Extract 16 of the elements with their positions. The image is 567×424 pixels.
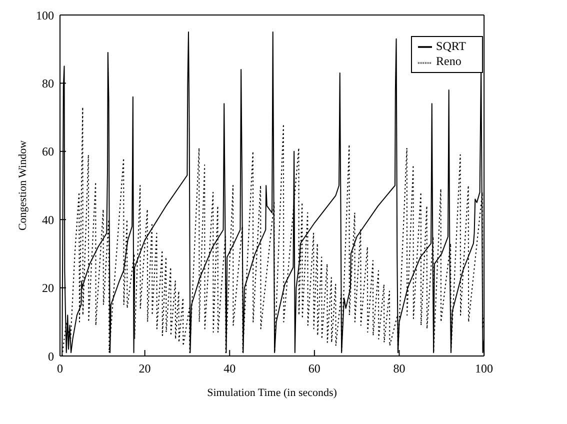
y-tick-label: 100 xyxy=(36,8,54,22)
x-axis-title: Simulation Time (in seconds) xyxy=(207,387,338,399)
legend-label: SQRT xyxy=(436,39,466,53)
x-tick-label: 80 xyxy=(393,362,406,376)
y-tick-label: 40 xyxy=(42,212,54,227)
y-tick-label: 60 xyxy=(42,144,54,159)
y-tick-label: 20 xyxy=(42,281,54,296)
y-tick-label: 80 xyxy=(42,76,54,90)
x-tick-label: 100 xyxy=(475,362,494,376)
x-tick-label: 60 xyxy=(308,362,320,376)
y-tick-label: 0 xyxy=(48,349,54,364)
x-tick-label: 0 xyxy=(57,362,63,376)
legend-label: Reno xyxy=(436,54,462,68)
y-axis-title: Congestion Window xyxy=(16,140,29,231)
x-tick-label: 20 xyxy=(138,362,151,376)
x-tick-label: 40 xyxy=(224,362,236,376)
